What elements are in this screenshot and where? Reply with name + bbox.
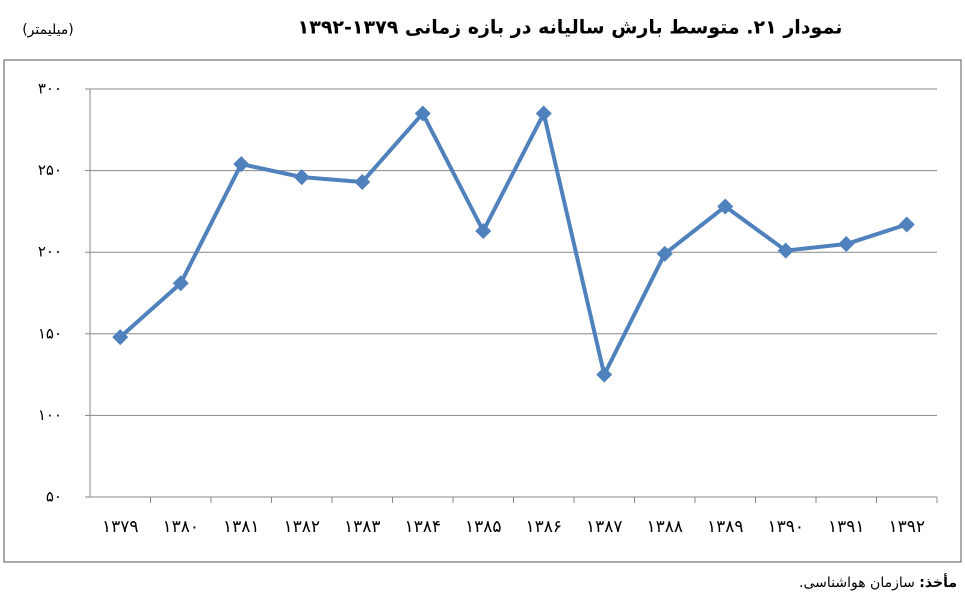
marker xyxy=(838,236,855,253)
marker xyxy=(172,275,189,292)
marker xyxy=(414,105,431,122)
source-label: مأخذ: xyxy=(919,575,957,591)
source-text: سازمان هواشناسی. xyxy=(799,575,915,591)
x-tick-label: ۱۳۸۹ xyxy=(707,517,744,537)
x-tick-label: ۱۳۸۱ xyxy=(223,517,260,537)
x-tick-label: ۱۳۸۷ xyxy=(586,517,623,537)
y-tick-label: ۲۰۰ xyxy=(38,243,62,261)
x-tick-label: ۱۳۸۴ xyxy=(404,517,441,537)
x-tick-label: ۱۳۸۸ xyxy=(646,517,683,537)
x-tick-label: ۱۳۸۳ xyxy=(344,517,381,537)
marker xyxy=(717,198,734,215)
y-tick-label: ۲۵۰ xyxy=(38,161,62,179)
x-tick-label: ۱۳۹۰ xyxy=(767,517,804,537)
x-tick-label: ۱۳۹۱ xyxy=(828,517,865,537)
x-tick-label: ۱۳۹۲ xyxy=(888,517,925,537)
marker xyxy=(354,174,371,191)
marker xyxy=(475,222,492,239)
y-tick-label: ۵۰ xyxy=(46,488,62,506)
source: مأخذ: سازمان هواشناسی. xyxy=(799,575,957,591)
marker xyxy=(112,329,129,346)
marker xyxy=(596,366,613,383)
x-tick-label: ۱۳۷۹ xyxy=(102,517,139,537)
y-tick-label: ۳۰۰ xyxy=(38,80,62,98)
chart-title: نمودار ۲۱. متوسط بارش سالیانه در بازه زم… xyxy=(298,17,843,39)
x-tick-label: ۱۳۸۶ xyxy=(525,517,562,537)
x-tick-label: ۱۳۸۵ xyxy=(465,517,502,537)
marker xyxy=(293,169,310,186)
unit-label: (میلیمتر) xyxy=(22,22,74,38)
marker xyxy=(535,105,552,122)
chart: نمودار ۲۱. متوسط بارش سالیانه در بازه زم… xyxy=(3,17,962,563)
marker xyxy=(898,216,915,233)
chart-border xyxy=(3,59,962,563)
line xyxy=(118,111,908,377)
marker xyxy=(233,156,250,173)
x-tick-label: ۱۳۸۲ xyxy=(283,517,320,537)
y-tick-label: ۱۵۰ xyxy=(38,324,62,342)
marker xyxy=(656,245,673,262)
marker xyxy=(777,242,794,259)
y-tick-label: ۱۰۰ xyxy=(38,406,62,424)
x-tick-label: ۱۳۸۰ xyxy=(162,517,199,537)
